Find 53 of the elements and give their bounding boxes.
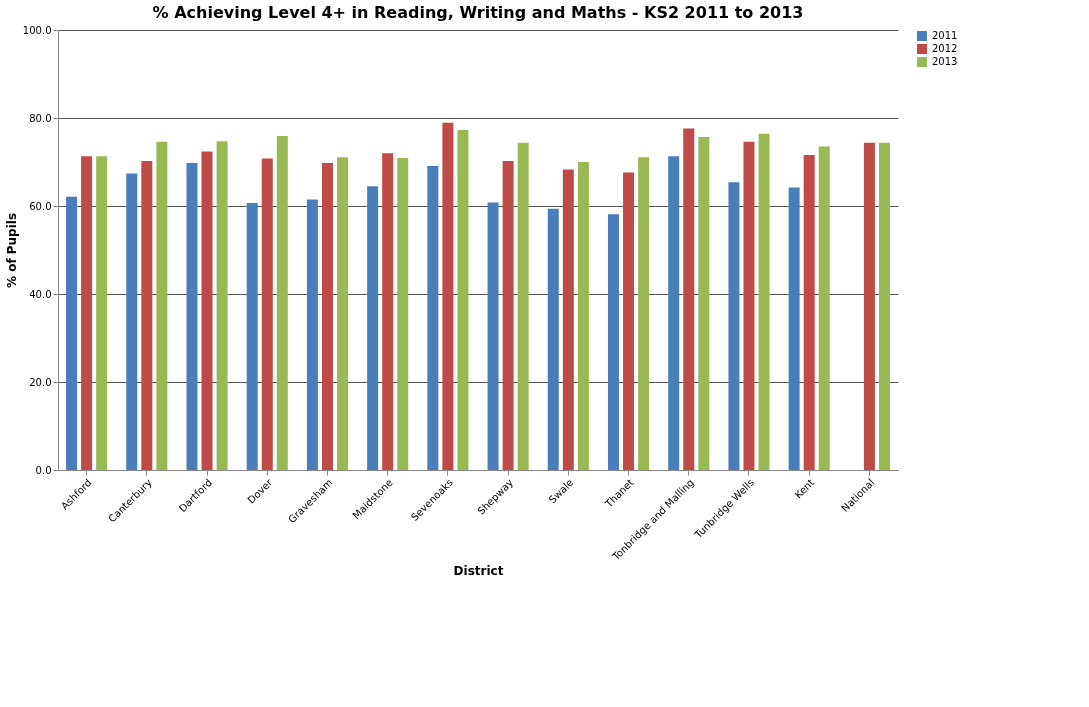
bar bbox=[246, 202, 258, 470]
bar bbox=[201, 151, 213, 470]
bar bbox=[261, 158, 273, 470]
y-tick-label: 40.0 bbox=[29, 288, 52, 300]
bar bbox=[216, 141, 228, 470]
bar bbox=[517, 142, 529, 470]
bar bbox=[758, 133, 770, 470]
y-tick-label: 0.0 bbox=[35, 464, 52, 476]
x-axis-title: District bbox=[453, 564, 504, 579]
bar bbox=[502, 161, 514, 470]
legend-label: 2012 bbox=[932, 43, 958, 54]
bar bbox=[607, 214, 619, 470]
bar bbox=[788, 187, 800, 470]
bar bbox=[623, 172, 635, 470]
bar bbox=[276, 136, 288, 470]
bar bbox=[562, 169, 574, 470]
bar bbox=[743, 141, 755, 470]
bar bbox=[186, 162, 198, 470]
bar bbox=[126, 173, 138, 470]
bar bbox=[427, 165, 439, 470]
bar bbox=[141, 161, 153, 470]
bar bbox=[878, 142, 890, 470]
y-tick-label: 60.0 bbox=[29, 200, 52, 212]
bar bbox=[96, 156, 108, 470]
bar bbox=[728, 182, 740, 470]
bar bbox=[66, 196, 78, 470]
bar bbox=[457, 129, 469, 470]
y-tick-label: 100.0 bbox=[22, 24, 52, 36]
bar bbox=[306, 199, 318, 470]
bar bbox=[397, 158, 409, 470]
y-axis-title: % of Pupils bbox=[4, 212, 19, 289]
y-tick-label: 80.0 bbox=[29, 112, 52, 124]
bar bbox=[321, 162, 333, 470]
bar bbox=[382, 153, 394, 470]
bar bbox=[81, 156, 93, 470]
bar bbox=[818, 146, 830, 470]
bar bbox=[863, 142, 875, 470]
legend-label: 2013 bbox=[932, 56, 958, 67]
legend-label: 2011 bbox=[932, 30, 958, 41]
bar bbox=[638, 157, 650, 470]
y-tick-label: 20.0 bbox=[29, 376, 52, 388]
bar bbox=[803, 154, 815, 470]
bar bbox=[487, 202, 499, 470]
chart-title: % Achieving Level 4+ in Reading, Writing and Maths - KS2 2011 to 2013 bbox=[152, 3, 804, 22]
bar bbox=[547, 208, 559, 470]
bar bbox=[337, 157, 349, 470]
bar bbox=[698, 136, 710, 470]
bar bbox=[683, 128, 695, 470]
bar bbox=[156, 141, 168, 470]
bar bbox=[577, 162, 589, 470]
bar bbox=[668, 156, 680, 470]
bar bbox=[442, 122, 454, 470]
bar bbox=[367, 186, 379, 470]
